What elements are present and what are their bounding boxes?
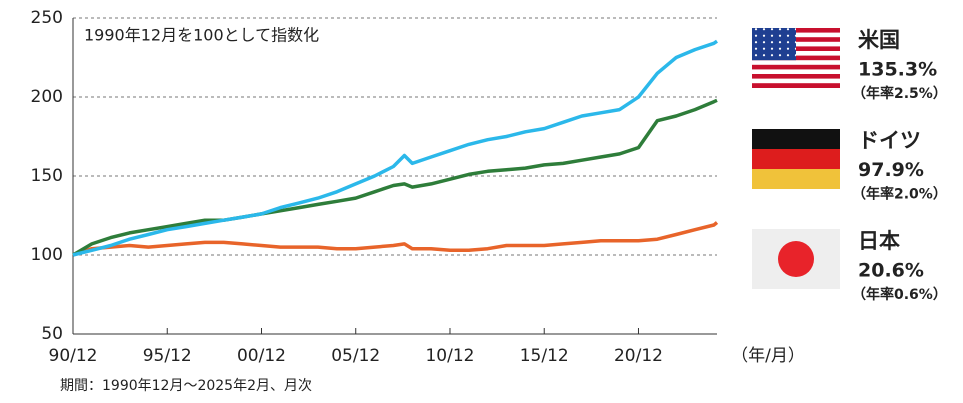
series-line [72, 39, 718, 257]
x-tick-label: 20/12 [614, 346, 663, 366]
legend-change: 20.6% [858, 260, 924, 282]
note: 期間：1990年12月～2025年2月、月次 [60, 378, 312, 394]
x-tick-label: 05/12 [331, 346, 380, 366]
y-tick-label: 150 [31, 166, 63, 186]
legend-annual: （年率2.0%） [852, 186, 947, 203]
series-line [72, 221, 719, 257]
flag-jp [752, 229, 840, 289]
y-tick-label: 50 [41, 324, 63, 344]
x-tick-label: 10/12 [425, 346, 474, 366]
legend-annual: （年率2.5%） [852, 85, 947, 102]
x-axis-label: （年/月） [731, 346, 805, 366]
legend-change: 97.9% [858, 159, 924, 181]
y-tick-label: 100 [31, 245, 63, 265]
flag-de [752, 129, 840, 189]
x-tick-label: 90/12 [49, 346, 98, 366]
x-tick-label: 15/12 [520, 346, 569, 366]
legend-label: ドイツ [858, 129, 921, 153]
legend-label: 日本 [858, 229, 900, 253]
legend-annual: （年率0.6%） [852, 286, 947, 303]
legend-change: 135.3% [858, 59, 937, 81]
y-tick-label: 250 [31, 8, 63, 28]
x-tick-label: 95/12 [143, 346, 192, 366]
y-tick-label: 200 [31, 87, 63, 107]
x-tick-label: 00/12 [237, 346, 286, 366]
flag-us [752, 28, 840, 88]
annotation: 1990年12月を100として指数化 [84, 26, 319, 45]
series-line [72, 98, 718, 257]
legend-label: 米国 [858, 28, 900, 52]
